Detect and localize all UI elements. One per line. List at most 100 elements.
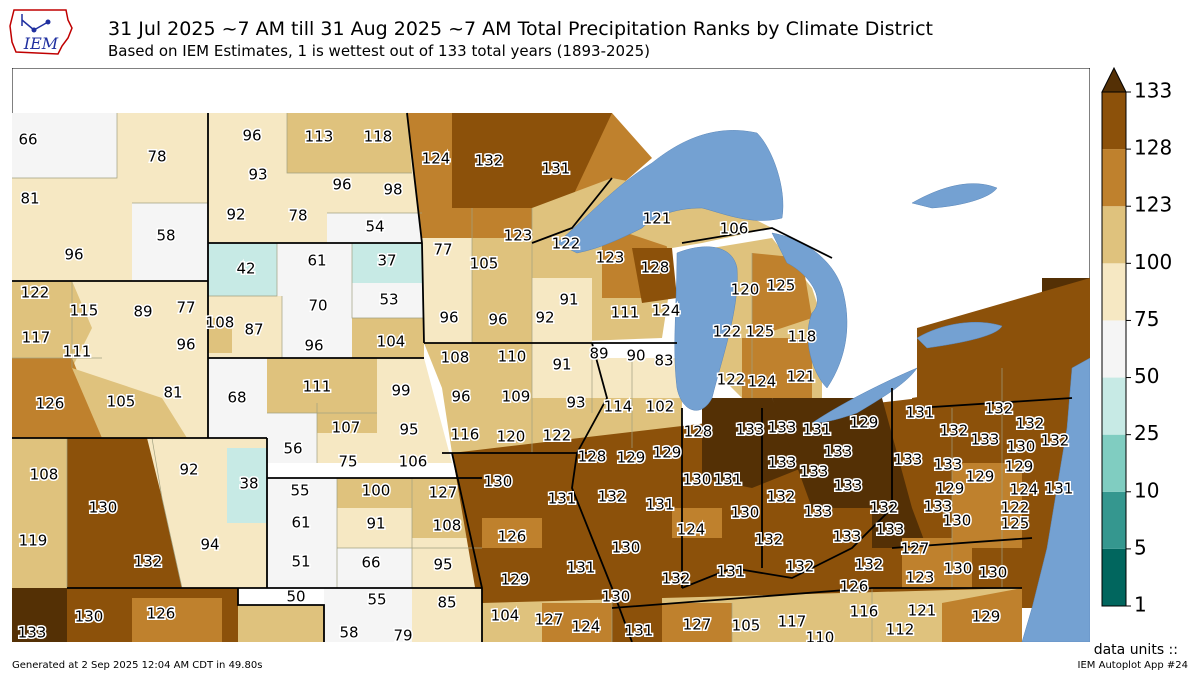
district-rank-136: 126 — [840, 578, 869, 596]
district-rank-122: 130 — [731, 504, 760, 522]
map-subtitle: Based on IEM Estimates, 1 is wettest out… — [108, 42, 651, 60]
district-rank-156: 85 — [437, 594, 456, 612]
district-rank-73: 109 — [502, 388, 531, 406]
colorbar-boxes — [1101, 66, 1127, 607]
district-rank-77: 116 — [451, 426, 480, 444]
district-rank-43: 105 — [107, 393, 136, 411]
district-rank-3: 58 — [156, 227, 175, 245]
district-rank-108: 131 — [646, 496, 675, 514]
district-rank-21: 121 — [643, 210, 672, 228]
pa-ny-border — [916, 397, 1073, 409]
water-bodies — [556, 130, 1090, 642]
district-rank-102: 129 — [1005, 458, 1034, 476]
district-rank-114: 124 — [1010, 481, 1039, 499]
district-rank-83: 128 — [684, 423, 713, 441]
mo-west-border — [451, 452, 483, 642]
district-rank-19: 105 — [470, 255, 499, 273]
district-rank-135: 132 — [786, 558, 815, 576]
district-rank-8: 93 — [248, 166, 267, 184]
colorbar-segment-2 — [1102, 434, 1126, 492]
district-rank-100: 133 — [934, 456, 963, 474]
district-rank-158: 126 — [147, 605, 176, 623]
district-rank-121: 124 — [677, 521, 706, 539]
district-rank-125: 126 — [498, 528, 527, 546]
district-rank-20: 122 — [552, 235, 581, 253]
district-rank-50: 75 — [338, 453, 357, 471]
district-rank-117: 125 — [1001, 515, 1030, 533]
district-rank-78: 120 — [497, 428, 526, 446]
district-rank-37: 77 — [176, 299, 195, 317]
state-borders — [12, 112, 1073, 642]
district-rank-11: 92 — [226, 206, 245, 224]
district-rank-126: 127 — [901, 540, 930, 558]
district-rank-110: 133 — [804, 503, 833, 521]
district-rank-141: 61 — [291, 514, 310, 532]
lake-ontario — [916, 321, 1003, 349]
district-rank-96: 133 — [768, 454, 797, 472]
district-rank-86: 131 — [803, 421, 832, 439]
district-rank-4: 96 — [64, 246, 83, 264]
district-rank-67: 90 — [626, 347, 645, 365]
district-rank-55: 92 — [535, 309, 554, 327]
colorbar-tick-label-0: 1 — [1134, 593, 1147, 617]
district-rank-97: 133 — [800, 463, 829, 481]
district-rank-103: 130 — [683, 471, 712, 489]
district-rank-80: 128 — [578, 448, 607, 466]
legend-colorbar: 1 5 10 25 50 75 100 123 128 133 — [1101, 66, 1172, 617]
district-rank-115: 131 — [1045, 480, 1074, 498]
district-rank-163: 127 — [535, 611, 564, 629]
district-rank-12: 78 — [288, 207, 307, 225]
colorbar-ticks: 1 5 10 25 50 75 100 123 128 133 — [1126, 79, 1172, 617]
district-rank-168: 117 — [778, 613, 807, 631]
district-rank-72: 96 — [451, 388, 470, 406]
district-rank-131: 129 — [501, 571, 530, 589]
map-title: 31 Jul 2025 ~7 AM till 31 Aug 2025 ~7 AM… — [108, 18, 933, 40]
district-rank-144: 51 — [291, 553, 310, 571]
district-rank-159: 133 — [18, 624, 47, 642]
district-rank-150: 130 — [89, 499, 118, 517]
district-rank-0: 66 — [18, 131, 37, 149]
district-rank-142: 91 — [366, 515, 385, 533]
district-rank-10: 98 — [383, 181, 402, 199]
district-rank-146: 95 — [433, 556, 452, 574]
district-rank-66: 89 — [589, 345, 608, 363]
district-rank-46: 99 — [391, 382, 410, 400]
district-rank-51: 106 — [399, 453, 428, 471]
district-rank-29: 53 — [379, 291, 398, 309]
district-rank-169: 110 — [806, 629, 835, 643]
va-nc-border — [891, 537, 1033, 549]
district-rank-124: 130 — [612, 539, 641, 557]
district-rank-139: 100 — [362, 482, 391, 500]
district-rank-137: 130 — [602, 588, 631, 606]
district-rank-84: 133 — [736, 421, 765, 439]
district-rank-172: 112 — [886, 621, 915, 639]
colorbar-tick-label-3: 25 — [1134, 421, 1159, 445]
colorbar-tick-label-4: 50 — [1134, 364, 1159, 388]
district-rank-107: 132 — [598, 488, 627, 506]
district-rank-41: 81 — [163, 384, 182, 402]
district-rank-152: 119 — [19, 532, 48, 550]
district-rank-106: 131 — [548, 490, 577, 508]
colorbar-tick-label-5: 75 — [1134, 307, 1159, 331]
district-rank-154: 50 — [286, 588, 305, 606]
district-rank-54: 96 — [488, 311, 507, 329]
district-rank-147: 92 — [179, 461, 198, 479]
colorbar-segment-5 — [1102, 263, 1126, 321]
district-rank-65: 91 — [552, 356, 571, 374]
district-rank-109: 132 — [767, 488, 796, 506]
district-rank-7: 118 — [364, 128, 393, 146]
district-rank-85: 133 — [768, 419, 797, 437]
colorbar-tick-label-1: 5 — [1134, 535, 1147, 559]
district-borders — [12, 113, 1003, 642]
district-rank-99: 133 — [894, 451, 923, 469]
district-rank-123: 132 — [755, 531, 784, 549]
logo-text: IEM — [23, 34, 59, 53]
colorbar-segment-6 — [1102, 206, 1126, 264]
mississippi-river — [571, 342, 633, 642]
district-rank-16: 131 — [542, 160, 571, 178]
district-rank-167: 105 — [732, 617, 761, 635]
district-rank-130: 130 — [979, 564, 1008, 582]
district-rank-166: 127 — [683, 616, 712, 634]
